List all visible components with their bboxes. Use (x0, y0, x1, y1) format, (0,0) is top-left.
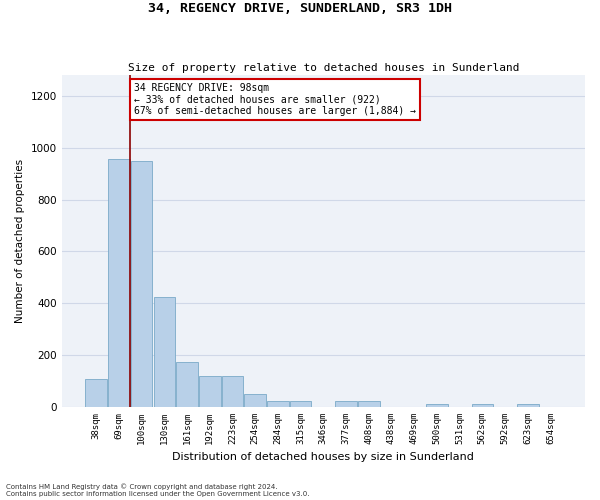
Bar (176, 362, 198, 407)
Title: Size of property relative to detached houses in Sunderland: Size of property relative to detached ho… (128, 63, 519, 73)
Bar (108, 160, 130, 407)
Bar (290, 400, 311, 407)
Bar (403, 406, 425, 407)
Bar (449, 406, 470, 407)
Bar (494, 406, 516, 407)
Bar (131, 160, 152, 407)
Bar (380, 406, 402, 407)
Bar (85, 378, 107, 407)
Bar (313, 406, 334, 407)
Bar (358, 400, 380, 407)
X-axis label: Distribution of detached houses by size in Sunderland: Distribution of detached houses by size … (172, 452, 474, 462)
Text: Contains public sector information licensed under the Open Government Licence v3: Contains public sector information licen… (6, 491, 310, 497)
Bar (517, 404, 539, 407)
Text: Contains HM Land Registry data © Crown copyright and database right 2024.: Contains HM Land Registry data © Crown c… (6, 484, 277, 490)
Bar (267, 400, 289, 407)
Bar (222, 376, 243, 407)
Bar (244, 394, 266, 407)
Bar (199, 376, 221, 407)
Text: 34, REGENCY DRIVE, SUNDERLAND, SR3 1DH: 34, REGENCY DRIVE, SUNDERLAND, SR3 1DH (148, 2, 452, 16)
Bar (426, 404, 448, 407)
Bar (539, 406, 561, 407)
Bar (472, 404, 493, 407)
Text: 34 REGENCY DRIVE: 98sqm
← 33% of detached houses are smaller (922)
67% of semi-d: 34 REGENCY DRIVE: 98sqm ← 33% of detache… (134, 83, 416, 116)
Bar (154, 297, 175, 407)
Bar (335, 400, 357, 407)
Y-axis label: Number of detached properties: Number of detached properties (15, 159, 25, 323)
